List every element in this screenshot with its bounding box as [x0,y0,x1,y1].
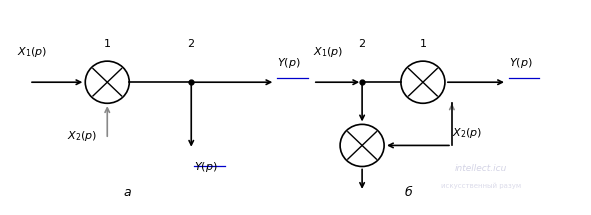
Text: $Y(p)$: $Y(p)$ [277,55,301,70]
Text: $X_2(p)$: $X_2(p)$ [67,129,97,143]
Text: $X_1(p)$: $X_1(p)$ [18,45,48,59]
Text: $Y(p)$: $Y(p)$ [509,55,532,70]
Text: intellect.icu: intellect.icu [454,164,507,173]
Text: $1$: $1$ [419,37,427,49]
Text: $2$: $2$ [358,37,366,49]
Text: $Y(p)$: $Y(p)$ [194,160,217,174]
Text: $X_1(p)$: $X_1(p)$ [313,45,343,59]
Text: $1$: $1$ [103,37,111,49]
Text: $a$: $a$ [123,186,132,199]
Text: $2$: $2$ [187,37,195,49]
Text: $б$: $б$ [404,184,413,199]
Text: $X_2(p)$: $X_2(p)$ [452,126,482,140]
Text: искусственный разум: искусственный разум [441,182,521,189]
